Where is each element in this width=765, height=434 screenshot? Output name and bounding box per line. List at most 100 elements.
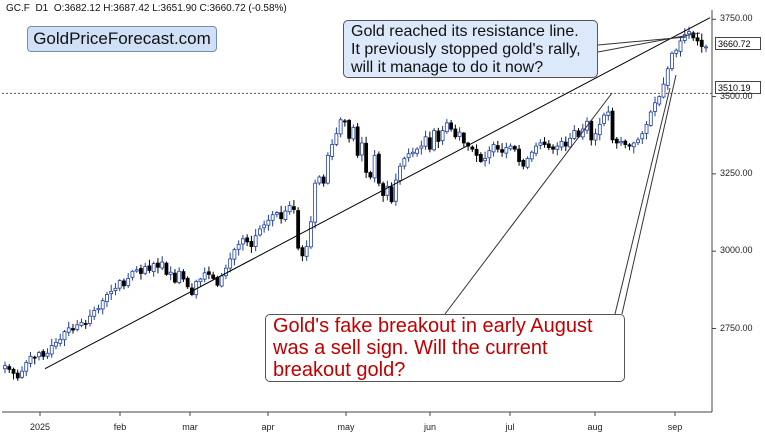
candle-body bbox=[470, 146, 475, 150]
candle-body bbox=[113, 287, 118, 291]
breakout-callout-line: Gold's fake breakout in early August bbox=[273, 315, 593, 337]
candle-body bbox=[270, 214, 275, 221]
candle-body bbox=[168, 271, 173, 275]
candle-body bbox=[20, 370, 24, 378]
candle-body bbox=[593, 133, 598, 141]
candle-body bbox=[495, 145, 500, 150]
candle-body bbox=[117, 280, 122, 289]
candle-body bbox=[572, 130, 577, 139]
x-tick-label: sep bbox=[667, 422, 683, 432]
candle-body bbox=[602, 114, 606, 124]
candle-body bbox=[342, 120, 347, 123]
candle-body bbox=[300, 247, 305, 257]
candle-body bbox=[147, 265, 152, 271]
candle-body bbox=[640, 133, 645, 140]
candle-body bbox=[623, 140, 628, 145]
candle-body bbox=[156, 262, 160, 268]
candle-body bbox=[364, 142, 369, 173]
candle-body bbox=[330, 144, 335, 157]
breakout-callout: Gold's fake breakout in early August was… bbox=[265, 314, 625, 382]
candle-body bbox=[449, 122, 453, 130]
candle-body bbox=[96, 308, 101, 311]
candle-body bbox=[321, 176, 326, 184]
x-tick-label: feb bbox=[113, 422, 127, 432]
candle-body bbox=[619, 141, 623, 144]
resistance-callout-line: Gold reached its resistance line. bbox=[351, 23, 579, 40]
candle-body bbox=[334, 133, 339, 145]
candle-body bbox=[313, 182, 318, 223]
candle-body bbox=[32, 356, 37, 359]
resistance-callout-pointer bbox=[597, 32, 701, 53]
x-tick-label: jun bbox=[423, 422, 437, 432]
candle-body bbox=[542, 141, 547, 145]
candle-body bbox=[674, 49, 679, 54]
resistance-callout: Gold reached its resistance line. It pre… bbox=[343, 20, 598, 78]
candle-body bbox=[517, 148, 521, 162]
candle-body bbox=[185, 277, 190, 288]
candle-body bbox=[538, 142, 543, 146]
candle-body bbox=[385, 185, 390, 196]
candle-body bbox=[275, 212, 279, 215]
candle-body bbox=[105, 294, 109, 302]
candle-body bbox=[534, 145, 538, 154]
candle-body bbox=[406, 153, 411, 159]
candle-body bbox=[143, 266, 148, 274]
timeframe-label: D1 bbox=[35, 3, 49, 14]
candle-body bbox=[648, 111, 653, 126]
candle-body bbox=[606, 111, 611, 116]
x-tick-label: aug bbox=[587, 422, 603, 432]
candle-body bbox=[100, 300, 105, 310]
candle-body bbox=[37, 352, 41, 358]
candle-body bbox=[436, 130, 441, 142]
candle-body bbox=[457, 131, 462, 137]
candle-body bbox=[631, 142, 636, 148]
candle-body bbox=[555, 145, 560, 150]
candle-body bbox=[211, 274, 216, 279]
candle-body bbox=[687, 31, 691, 35]
candle-body bbox=[62, 331, 67, 341]
candle-body bbox=[653, 102, 657, 112]
candle-body bbox=[661, 83, 666, 98]
x-tick-label: mar bbox=[182, 422, 198, 432]
candle-body bbox=[614, 138, 619, 144]
breakout-callout-line: was a sell sign. Will the current bbox=[273, 337, 548, 359]
trendline bbox=[44, 17, 711, 370]
candle-body bbox=[636, 139, 640, 144]
candle-body bbox=[7, 366, 12, 370]
candle-body bbox=[83, 323, 88, 325]
candle-body bbox=[410, 151, 415, 155]
candle-body bbox=[49, 345, 54, 355]
breakout-callout-pointer bbox=[614, 87, 671, 315]
candle-body bbox=[597, 124, 602, 136]
candle-body bbox=[109, 290, 114, 295]
symbol-label: GC.F bbox=[6, 3, 30, 14]
candle-body bbox=[359, 142, 364, 156]
candle-body bbox=[461, 132, 466, 144]
candle-body bbox=[355, 126, 360, 156]
candle-body bbox=[266, 219, 271, 226]
candle-body bbox=[130, 270, 135, 278]
candle-body bbox=[15, 372, 20, 379]
candle-body bbox=[504, 147, 509, 154]
candle-body bbox=[644, 124, 649, 134]
x-tick-label: jul bbox=[505, 422, 515, 432]
candle-body bbox=[122, 280, 126, 287]
symbol-ohlc-header: GC.F D1 O:3682.12 H:3687.42 L:3651.90 C:… bbox=[6, 3, 287, 14]
y-tick-label: 3500.00 bbox=[720, 90, 753, 101]
y-tick-label: 3250.00 bbox=[720, 167, 753, 178]
candle-body bbox=[657, 96, 662, 105]
candle-body bbox=[224, 267, 228, 277]
candle-body bbox=[338, 119, 343, 135]
candle-body bbox=[699, 39, 704, 47]
candle-body bbox=[317, 176, 322, 184]
candle-body bbox=[71, 328, 75, 331]
candle-body bbox=[704, 46, 708, 49]
candle-body bbox=[351, 127, 356, 140]
candle-body bbox=[92, 310, 97, 317]
y-tick-label: 3750.00 bbox=[720, 13, 753, 24]
level-price-label: 3510.19 bbox=[715, 81, 761, 94]
candle-body bbox=[258, 228, 262, 236]
candle-body bbox=[151, 263, 156, 272]
candle-body bbox=[253, 235, 258, 247]
candle-body bbox=[245, 237, 250, 243]
